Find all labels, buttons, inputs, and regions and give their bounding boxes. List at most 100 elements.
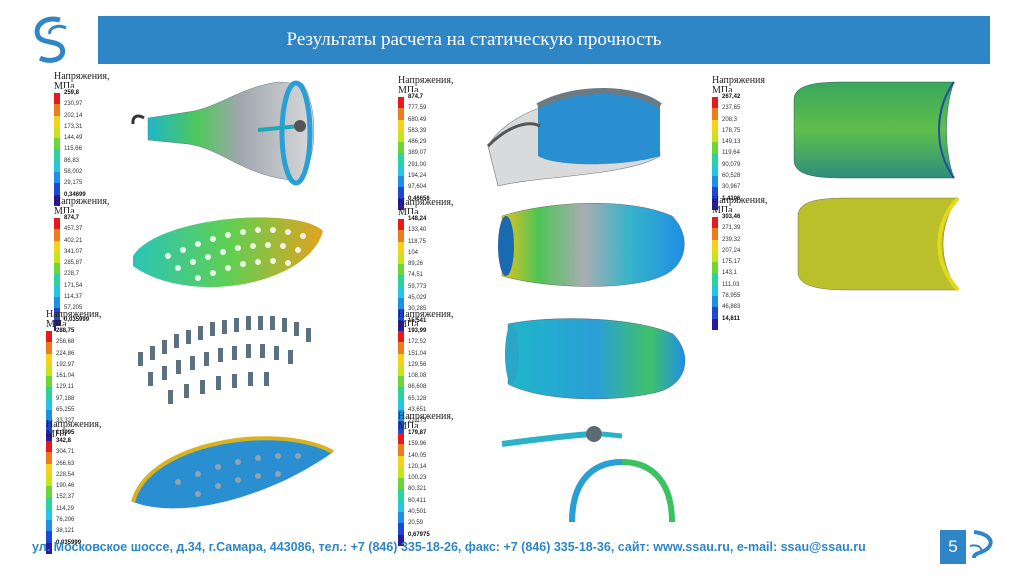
legend-swatch <box>398 219 404 231</box>
legend-value: 22,173 <box>408 418 427 425</box>
footer-contact: ул. Московское шоссе, д.34, г.Самара, 44… <box>32 540 866 554</box>
legend-swatch <box>398 398 404 411</box>
legend-swatch <box>712 307 718 319</box>
legend-swatch <box>712 228 718 240</box>
legend-value: 65,128 <box>408 395 427 402</box>
legend-swatch <box>54 319 60 331</box>
model-nozzle-cone <box>131 80 315 186</box>
legend-swatch <box>54 183 60 195</box>
legend-swatch <box>46 410 52 422</box>
legend-title: Напряжения, МПа <box>46 310 102 330</box>
legend-title: Напряжения, МПа <box>46 420 102 440</box>
legend-value: 389,07 <box>408 150 427 157</box>
legend-swatch <box>46 353 52 365</box>
legend-swatch <box>712 296 718 308</box>
legend-swatch <box>398 421 404 433</box>
legend-swatch <box>398 164 404 177</box>
legend-unit-label: МПа <box>46 319 67 330</box>
legend-swatch <box>46 342 52 354</box>
legend-values: 148,24 133,40 118,75 104 89,26 74,51 59,773 45,… <box>408 214 427 327</box>
legend-swatch <box>712 217 718 229</box>
legend-swatch <box>712 130 718 143</box>
legend-title-label: Напряжения <box>712 75 765 86</box>
legend-value: 304,71 <box>56 449 75 456</box>
legend-value: 140,05 <box>408 452 427 459</box>
legend-swatch <box>398 320 404 332</box>
legend-value: 97,188 <box>56 395 75 402</box>
legend-title: Напряжения, МПа <box>712 196 768 216</box>
model-cone-2 <box>505 318 686 400</box>
legend-value: 178,75 <box>722 127 741 134</box>
legend-swatch <box>398 298 404 310</box>
legend-title-label: Напряжения, <box>54 196 110 207</box>
legend-swatch <box>712 119 718 131</box>
legend-unit-label: МПа <box>398 319 419 330</box>
legend-value: 777,59 <box>408 105 427 112</box>
legend-swatch <box>398 119 404 131</box>
legend-title-label: Напряжения, <box>712 195 768 206</box>
legend-title: Напряжения, МПа <box>54 72 110 92</box>
legend-value: 230,97 <box>64 101 83 108</box>
legend-swatch <box>712 239 718 251</box>
stress-legend-5: Напряжения, МПа 148,24 133,40 118,75 104 89,26… <box>398 198 488 332</box>
legend-value: 120,14 <box>408 463 427 470</box>
legend-swatch <box>398 176 404 188</box>
legend-title-label: Напряжения, <box>398 309 454 320</box>
legend-value: 583,39 <box>408 127 427 134</box>
legend-value: 680,49 <box>408 116 427 123</box>
legend-swatch <box>54 229 60 241</box>
model-perforated-disk <box>133 217 323 288</box>
legend-title-label: Напряжения, <box>398 411 454 422</box>
legend-color-scale <box>398 219 404 332</box>
legend-swatch <box>54 308 60 320</box>
legend-value: 224,86 <box>56 350 75 357</box>
legend-swatch <box>398 130 404 143</box>
legend-values: 874,7 457,37 402,21 341,07 285,87 228,7 171,54… <box>64 213 90 326</box>
legend-swatch <box>398 444 404 456</box>
legend-swatch <box>398 331 404 343</box>
legend-value: 80,321 <box>408 486 427 493</box>
legend-swatch <box>46 364 52 377</box>
legend-swatch <box>54 149 60 161</box>
legend-swatch <box>398 353 404 365</box>
legend-value: 192,97 <box>56 361 75 368</box>
legend-value: 45,029 <box>408 295 427 302</box>
legend-value: 129,11 <box>56 384 74 391</box>
legend-unit-label: МПа <box>712 205 733 216</box>
legend-value: 74,51 <box>408 272 424 279</box>
legend-swatch <box>54 263 60 275</box>
legend-color-scale <box>46 441 52 554</box>
legend-value: 175,17 <box>722 259 741 266</box>
model-pin-array <box>138 316 311 404</box>
legend-color-scale <box>54 218 60 331</box>
legend-swatch <box>398 264 404 276</box>
legend-values: 179,87 159,96 140,05 120,14 100,23 80,321 60,4… <box>408 428 430 541</box>
legend-value: 89,26 <box>408 261 424 268</box>
legend-value: 76,206 <box>56 517 75 524</box>
legend-swatch <box>398 309 404 321</box>
stress-legend-4: Напряжения, МПа 874,7 457,37 402,21 341,07 285… <box>54 196 144 331</box>
legend-swatch <box>398 387 404 399</box>
legend-value: 161,04 <box>56 373 75 380</box>
legend-color-scale <box>712 97 718 210</box>
legend-swatch <box>46 441 52 453</box>
slide-title-bar: Результаты расчета на статическую прочно… <box>98 16 990 64</box>
legend-value: 58,002 <box>64 169 83 176</box>
footer-logo-icon <box>969 530 993 559</box>
legend-swatch <box>54 138 60 150</box>
legend-value: 78,955 <box>722 293 741 300</box>
legend-swatch <box>398 512 404 524</box>
legend-value: 57,205 <box>64 305 83 312</box>
model-cylinder-2 <box>797 196 960 292</box>
legend-swatch <box>398 342 404 354</box>
legend-value: 115,66 <box>64 146 82 153</box>
legend-value: 237,65 <box>722 105 741 112</box>
legend-value: 143,1 <box>722 270 738 277</box>
legend-swatch <box>398 523 404 535</box>
legend-unit-label: МПа <box>398 207 419 218</box>
legend-swatch <box>398 108 404 120</box>
legend-swatch <box>398 275 404 287</box>
legend-swatch <box>398 364 404 377</box>
legend-swatch <box>398 187 404 199</box>
legend-swatch <box>712 97 718 109</box>
